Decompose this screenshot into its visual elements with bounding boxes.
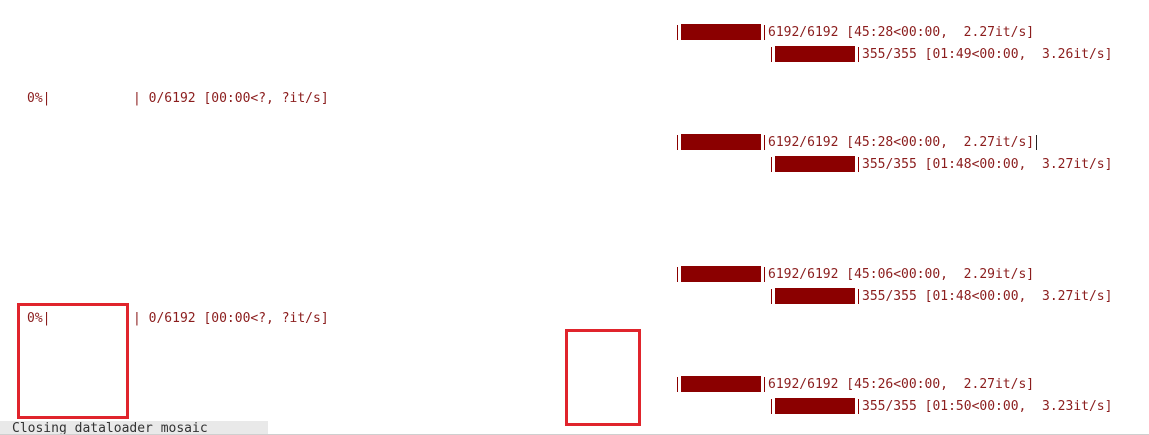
progress-bar-edge [771, 399, 772, 414]
progress-bar-edge [771, 47, 772, 62]
progress-start-tail: | 0/6192 [00:00<?, ?it/s] [133, 91, 329, 106]
progress-start-prefix: 0%| [27, 91, 51, 106]
progress-bar-edge [764, 267, 765, 282]
progress-start-prefix: 0%| [27, 311, 51, 326]
text-cursor [1036, 135, 1038, 150]
progress-bar-fill [775, 155, 855, 172]
progress-bar-fill [775, 45, 855, 62]
progress-bar-edge [764, 135, 765, 150]
progress-stats: 6192/6192 [45:06<00:00, 2.29it/s] [768, 267, 1035, 282]
progress-bar-edge [677, 135, 678, 150]
train-progress: 6192/6192 [45:06<00:00, 2.29it/s] [674, 264, 1034, 286]
highlight-box-map50 [565, 329, 641, 426]
progress-stats: 6192/6192 [45:28<00:00, 2.27it/s] [768, 25, 1035, 40]
progress-bar-edge [858, 47, 859, 62]
progress-bar-fill [681, 265, 761, 282]
progress-bar-edge [771, 289, 772, 304]
train-progress: 6192/6192 [45:26<00:00, 2.27it/s] [674, 374, 1034, 396]
progress-bar-edge [858, 157, 859, 172]
progress-bar-edge [677, 25, 678, 40]
progress-bar-fill [681, 375, 761, 392]
val-progress: 355/355 [01:48<00:00, 3.27it/s] [768, 286, 1112, 308]
progress-bar-fill [775, 397, 855, 414]
progress-bar-fill [681, 133, 761, 150]
progress-stats: 355/355 [01:48<00:00, 3.27it/s] [862, 157, 1113, 172]
progress-bar-fill [775, 287, 855, 304]
status-line: Closing dataloader mosaic [0, 421, 268, 435]
progress-bar-edge [771, 157, 772, 172]
progress-bar-edge [858, 399, 859, 414]
val-progress: 355/355 [01:48<00:00, 3.27it/s] [768, 154, 1112, 176]
progress-bar-edge [858, 289, 859, 304]
progress-bar-edge [764, 25, 765, 40]
progress-stats: 6192/6192 [45:26<00:00, 2.27it/s] [768, 377, 1035, 392]
progress-stats: 355/355 [01:50<00:00, 3.23it/s] [862, 399, 1113, 414]
progress-stats: 355/355 [01:49<00:00, 3.26it/s] [862, 47, 1113, 62]
progress-stats: 355/355 [01:48<00:00, 3.27it/s] [862, 289, 1113, 304]
progress-stats: 6192/6192 [45:28<00:00, 2.27it/s] [768, 135, 1035, 150]
val-progress: 355/355 [01:49<00:00, 3.26it/s] [768, 44, 1112, 66]
progress-bar-fill [681, 23, 761, 40]
train-progress: 6192/6192 [45:28<00:00, 2.27it/s] [674, 22, 1034, 44]
progress-bar-edge [764, 377, 765, 392]
progress-bar-edge [677, 267, 678, 282]
train-progress: 6192/6192 [45:28<00:00, 2.27it/s] [674, 132, 1038, 154]
progress-bar-edge [677, 377, 678, 392]
val-progress: 355/355 [01:50<00:00, 3.23it/s] [768, 396, 1112, 418]
highlight-box-epoch [17, 303, 129, 419]
progress-start-tail: | 0/6192 [00:00<?, ?it/s] [133, 311, 329, 326]
